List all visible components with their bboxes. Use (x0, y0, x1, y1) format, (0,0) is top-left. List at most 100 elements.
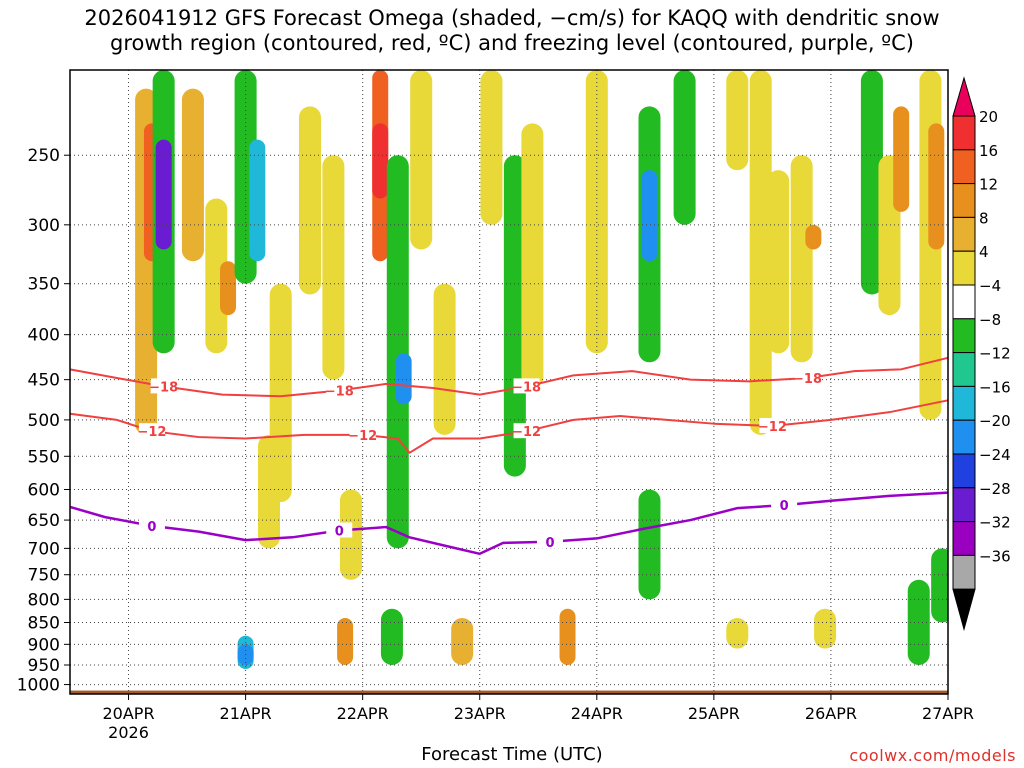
colorbar-tick-12: −32 (979, 514, 1011, 532)
x-tick-label-5: 25APR (688, 704, 740, 723)
y-tick-label-250: 250 (28, 146, 60, 166)
omega-blob-33 (673, 70, 696, 225)
omega-blob-27 (521, 123, 544, 389)
y-tick-label-600: 600 (28, 481, 60, 501)
x-axis-label: Forecast Time (UTC) (421, 744, 603, 765)
omega-blob-24 (451, 617, 474, 665)
omega-blob-21 (337, 617, 354, 665)
omega-blob-47 (928, 123, 945, 250)
y-tick-label-650: 650 (28, 511, 60, 531)
omega-blob-6 (220, 261, 237, 316)
y-tick-label-350: 350 (28, 275, 60, 295)
y-tick-label-500: 500 (28, 411, 60, 431)
colorbar-segment-4 (952, 216, 976, 252)
y-tick-label-450: 450 (28, 371, 60, 391)
omega-blob-25 (480, 70, 503, 225)
freezing-level-contour-label-bg-0 (138, 517, 165, 533)
omega-blob-10 (258, 434, 281, 549)
omega-blob-37 (790, 155, 813, 363)
colorbar-segment-14 (952, 554, 976, 590)
omega-blob-31 (641, 170, 658, 262)
contour-minus18-label-bg-1 (326, 382, 353, 398)
omega-blob-36 (767, 170, 790, 354)
omega-blob-41 (860, 70, 883, 295)
colorbar-tick-11: −28 (979, 480, 1011, 498)
contour-minus12-label-2: −12 (512, 425, 541, 440)
colorbar-tick-7: −12 (979, 345, 1011, 363)
contour-minus12-label-1: −12 (348, 429, 377, 444)
surface-strip (70, 690, 948, 694)
omega-blob-20 (380, 608, 403, 665)
omega-blob-5 (205, 198, 228, 354)
colorbar-segment-5 (952, 250, 976, 286)
colorbar-tick-1: 16 (979, 142, 998, 160)
x-tick-label-7: 27APR (922, 704, 974, 723)
colorbar-segment-6 (952, 284, 976, 320)
contour-minus12-label-bg-0 (138, 423, 165, 439)
omega-blob-14 (322, 155, 345, 380)
colorbar-tick-6: −8 (979, 311, 1001, 329)
x-tick-label-1: 21APR (220, 704, 272, 723)
omega-blob-34 (726, 70, 749, 171)
y-tick-label-750: 750 (28, 566, 60, 586)
contour-minus12-label-bg-2 (513, 423, 540, 439)
y-tick-label-700: 700 (28, 539, 60, 559)
credit-text[interactable]: coolwx.com/models (849, 746, 1016, 765)
plot-frame (69, 69, 949, 695)
freezing-level-contour-label-2: 0 (545, 536, 554, 551)
omega-blob-8 (249, 139, 266, 262)
omega-blob-38 (805, 224, 822, 250)
colorbar-segment-9 (952, 385, 976, 421)
freezing-level-contour-label-1: 0 (335, 525, 344, 540)
colorbar-tick-3: 8 (979, 209, 989, 227)
colorbar-segment-2 (952, 149, 976, 185)
x-tick-label-3: 23APR (454, 704, 506, 723)
colorbar-tick-8: −16 (979, 378, 1011, 396)
colorbar-segment-3 (952, 183, 976, 218)
colorbar-segment-11 (952, 453, 976, 489)
contour-minus18-label-2: −18 (512, 380, 541, 395)
omega-blob-29 (585, 70, 608, 354)
chart-title-line1: 2026041912 GFS Forecast Omega (shaded, −… (84, 6, 940, 30)
omega-blob-19 (395, 353, 412, 405)
chart-title: 2026041912 GFS Forecast Omega (shaded, −… (0, 6, 1024, 56)
colorbar-tick-10: −24 (979, 446, 1011, 464)
colorbar-tick-4: 4 (979, 243, 989, 261)
x-tick-label-6: 26APR (805, 704, 857, 723)
y-tick-label-800: 800 (28, 590, 60, 610)
x-tick-label-0: 20APR (102, 704, 154, 723)
omega-blob-40 (814, 608, 837, 649)
y-tick-label-300: 300 (28, 216, 60, 236)
y-tick-label-400: 400 (28, 326, 60, 346)
chart-title-line2: growth region (contoured, red, ºC) and f… (110, 31, 914, 55)
freezing-level-contour-label-3: 0 (780, 499, 789, 514)
colorbar-segment-12 (952, 487, 976, 523)
contour-minus18-label-1: −18 (325, 385, 354, 400)
colorbar-tick-13: −36 (979, 547, 1011, 565)
omega-blob-46 (931, 548, 948, 623)
omega-blob-13 (298, 106, 321, 295)
colorbar-bottom-arrow (952, 588, 976, 632)
y-tick-label-1000: 1000 (17, 676, 60, 696)
omega-blob-23 (433, 283, 456, 435)
y-tick-label-900: 900 (28, 635, 60, 655)
y-tick-label-850: 850 (28, 614, 60, 634)
freezing-level-contour (69, 491, 949, 556)
y-tick-label-950: 950 (28, 656, 60, 676)
contour-minus18-label-0: −18 (149, 380, 178, 395)
colorbar-tick-2: 12 (979, 176, 998, 194)
omega-blob-32 (638, 489, 661, 600)
colorbar-segment-13 (952, 521, 976, 556)
colorbar-segment-10 (952, 419, 976, 455)
omega-blob-35 (749, 70, 772, 435)
colorbar-segment-1 (952, 115, 976, 151)
omega-blob-3 (155, 139, 172, 250)
omega-blob-26 (503, 155, 526, 477)
contour-minus18-label-bg-0 (150, 378, 177, 394)
colorbar-segment-7 (952, 318, 976, 354)
omega-blob-22 (410, 70, 433, 250)
y-tick-label-550: 550 (28, 447, 60, 467)
colorbar-tick-0: 20 (979, 108, 998, 126)
contour-minus12-label-0: −12 (137, 425, 166, 440)
